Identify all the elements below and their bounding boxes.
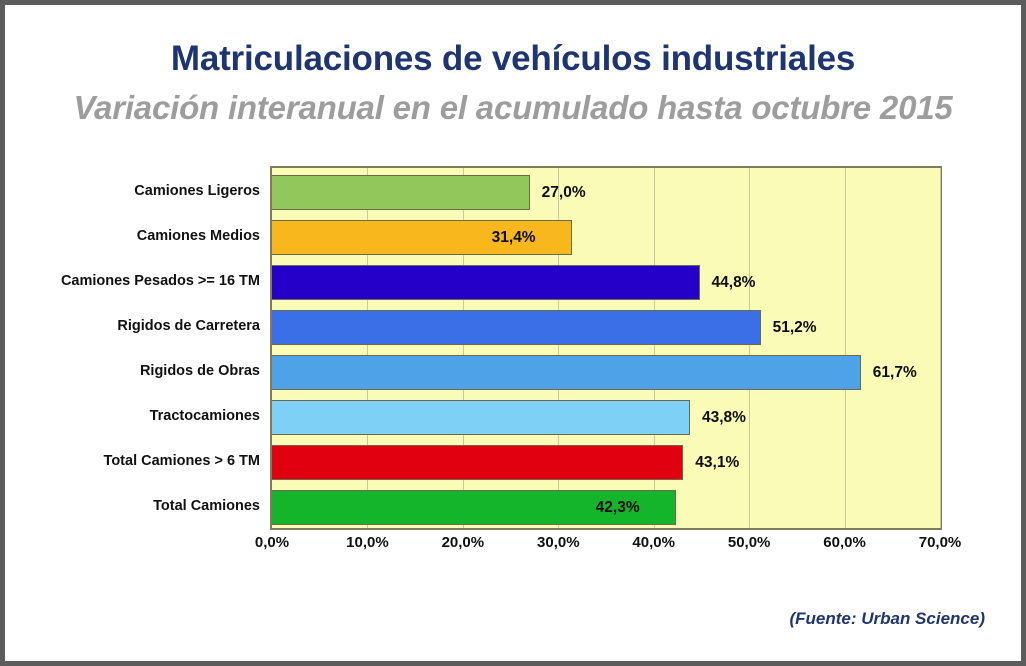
source-note: (Fuente: Urban Science) <box>789 609 985 628</box>
gridline <box>367 168 369 528</box>
category-axis-labels: Camiones Ligeros Camiones Medios Camiones … <box>10 166 270 530</box>
page-subtitle: Variación interanual en el acumulado has… <box>73 89 953 126</box>
bars-layer: 27,0% 31,4% 44,8% 51,2% 61,7% 43,8% 43,1% 42,3% <box>270 166 942 530</box>
bar[interactable] <box>272 399 690 436</box>
bar-value-label: 43,8% <box>701 408 746 426</box>
x-tick-label: 20,0% <box>441 534 485 551</box>
category-label: Total Camiones > 6 TM <box>103 452 260 469</box>
bar-value-label: 27,0% <box>541 183 586 201</box>
bar-value-label: 42,3% <box>595 498 640 516</box>
bar[interactable] <box>272 219 572 256</box>
gridline <box>940 168 941 528</box>
x-tick-label: 40,0% <box>632 534 675 551</box>
bar[interactable] <box>272 354 861 391</box>
gridline <box>462 168 464 528</box>
category-label: Camiones Ligeros <box>134 182 260 199</box>
bar[interactable] <box>272 489 676 526</box>
x-tick-label: 70,0% <box>918 534 962 551</box>
bar[interactable] <box>272 309 761 346</box>
bar[interactable] <box>272 174 530 211</box>
category-label: Total Camiones <box>153 497 260 514</box>
bar-value-label: 51,2% <box>772 318 817 336</box>
page-title: Matriculaciones de vehículos industriale… <box>170 39 856 78</box>
x-tick-label: 10,0% <box>346 534 389 551</box>
gridline <box>558 168 560 528</box>
gridline <box>749 168 751 528</box>
category-label: Rigidos de Carretera <box>117 317 260 334</box>
x-tick-label: 0,0% <box>254 534 290 551</box>
bar-chart: 27,0% 31,4% 44,8% 51,2% 61,7% 43,8% 43,1% 42,3% <box>270 166 942 530</box>
bar-value-label: 31,4% <box>491 228 536 246</box>
gridline <box>844 168 846 528</box>
category-label: Rigidos de Obras <box>139 362 260 379</box>
x-axis: 0,0% 10,0% 20,0% 30,0% 40,0% 50,0% 60,0% 70,0% <box>255 534 961 562</box>
gridline <box>653 168 655 528</box>
bar[interactable] <box>272 264 700 301</box>
category-label: Camiones Pesados >= 16 TM <box>60 272 260 289</box>
bar[interactable] <box>272 444 684 481</box>
bar-value-label: 43,1% <box>695 453 740 471</box>
x-tick-label: 50,0% <box>727 534 771 551</box>
category-label: Tractocamiones <box>149 407 260 424</box>
bar-value-label: 44,8% <box>711 273 756 291</box>
bar-value-label: 61,7% <box>872 363 917 381</box>
category-label: Camiones Medios <box>136 227 260 244</box>
x-tick-label: 30,0% <box>537 534 580 551</box>
x-tick-label: 60,0% <box>823 534 866 551</box>
